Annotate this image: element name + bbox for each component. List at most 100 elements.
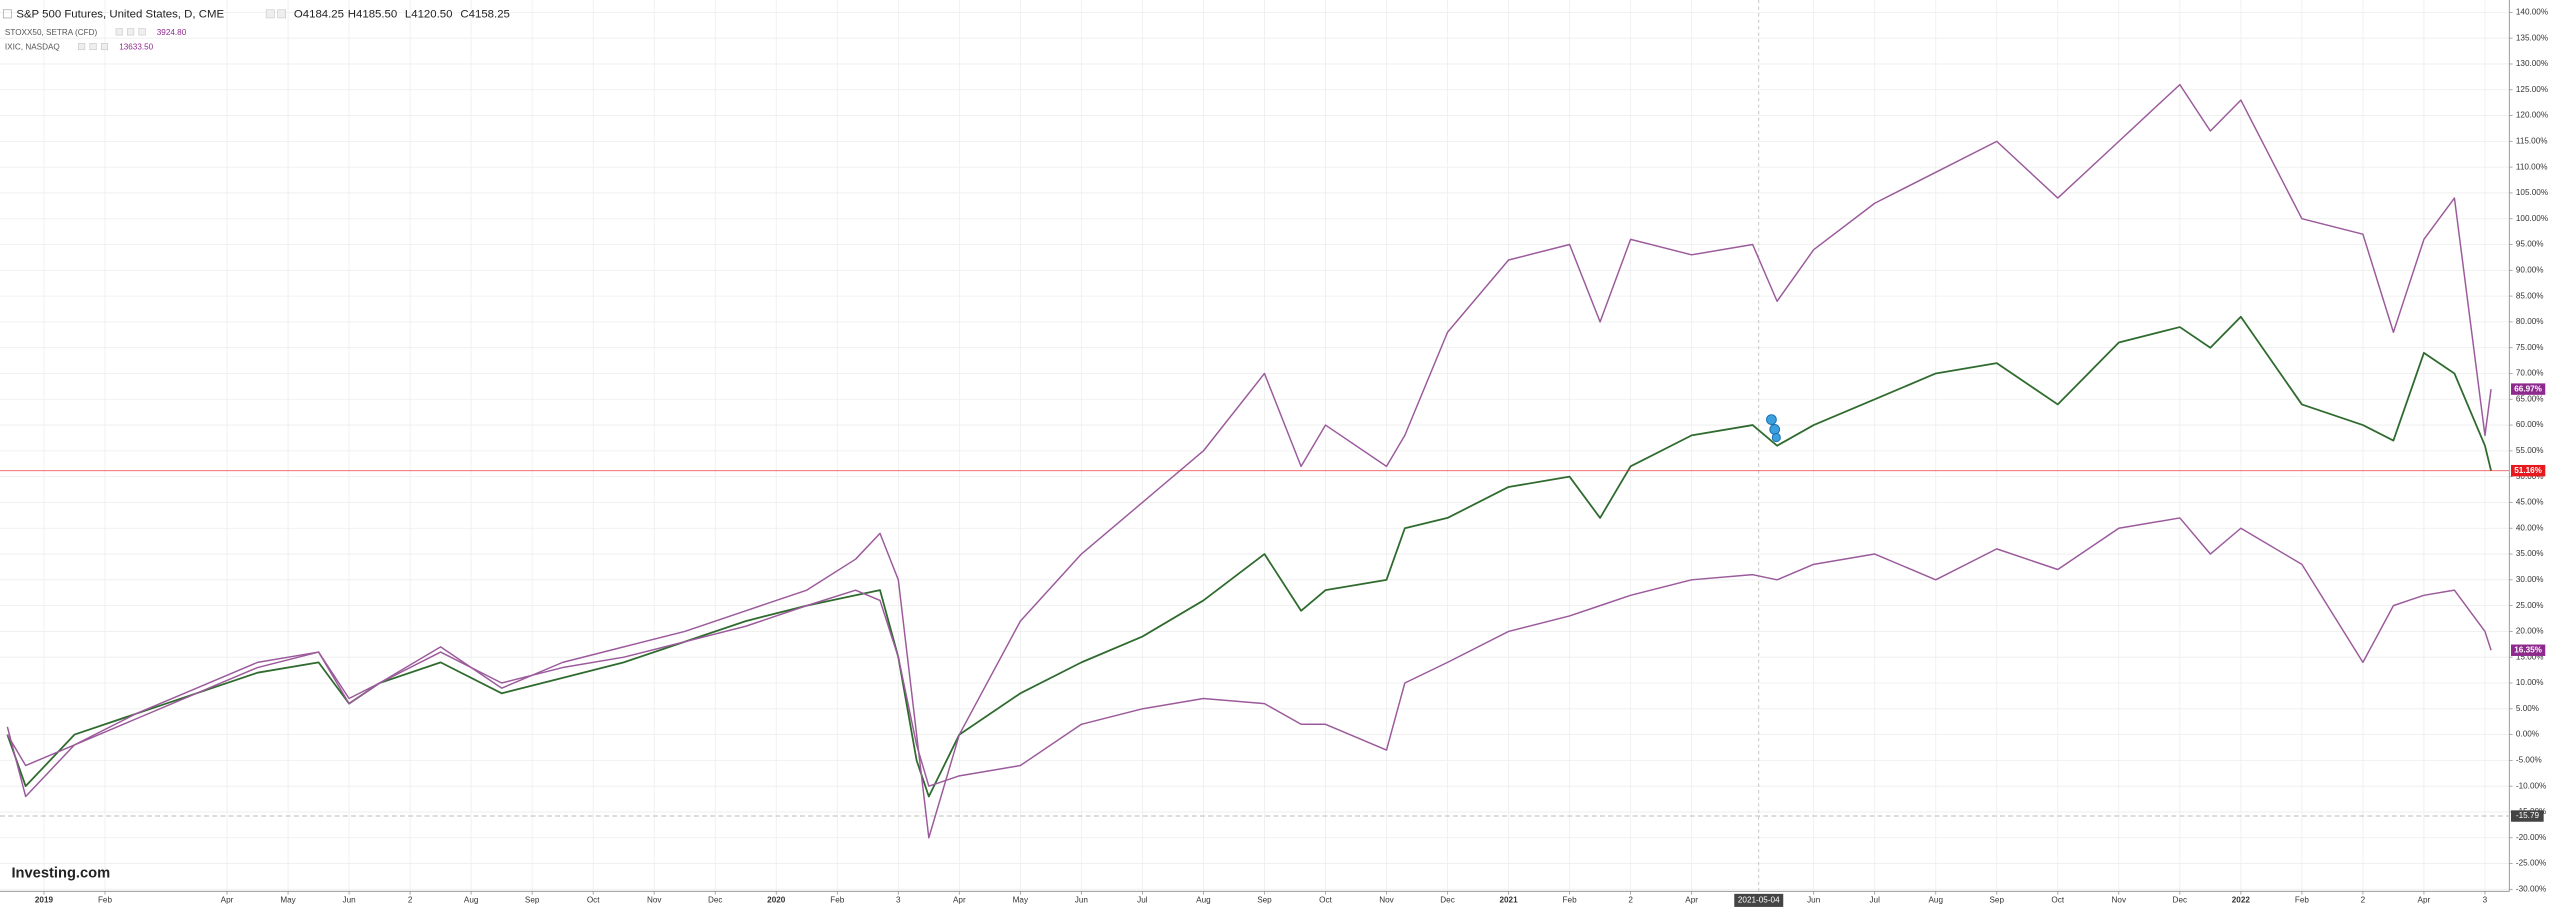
x-tick-label: Nov — [1379, 896, 1394, 905]
x-tick-label: Sep — [1989, 896, 2004, 905]
x-tick-label: Oct — [1319, 896, 1332, 905]
ohlc-close: C4158.25 — [460, 9, 509, 21]
y-tick-label: 140.00% — [2516, 8, 2548, 17]
x-tick-label: Jul — [1869, 896, 1880, 905]
x-tick-label: Aug — [464, 896, 479, 905]
price-badge-label: 66.97% — [2514, 384, 2542, 393]
y-tick-label: 70.00% — [2516, 369, 2544, 378]
y-tick-label: 130.00% — [2516, 59, 2548, 68]
y-tick-label: 125.00% — [2516, 85, 2548, 94]
y-tick-label: 85.00% — [2516, 291, 2544, 300]
watermark: Investing.com — [11, 865, 110, 881]
y-tick-label: -10.00% — [2516, 781, 2546, 790]
legend-price: 3924.80 — [157, 28, 187, 37]
x-tick-label: Sep — [1257, 896, 1272, 905]
y-tick-label: 60.00% — [2516, 420, 2544, 429]
event-marker[interactable] — [1771, 432, 1781, 443]
y-tick-label: 65.00% — [2516, 394, 2544, 403]
y-tick-label: 25.00% — [2516, 601, 2544, 610]
x-tick-label: Aug — [1196, 896, 1211, 905]
ohlc-high: H4185.50 — [348, 9, 397, 21]
crosshair-badge — [1734, 893, 1784, 907]
reference-label: -15.79 — [2516, 811, 2540, 820]
x-tick-label: Apr — [1685, 896, 1698, 905]
x-tick-label: 2020 — [767, 896, 786, 905]
x-tick-label: Jun — [343, 896, 356, 905]
series-line — [6, 315, 2492, 798]
series-line — [6, 517, 2492, 787]
x-tick-label: 3 — [2483, 896, 2488, 905]
y-tick-label: 115.00% — [2516, 137, 2548, 146]
y-tick-label: 0.00% — [2516, 730, 2539, 739]
x-tick-label: Dec — [2173, 896, 2188, 905]
y-tick-label: 5.00% — [2516, 704, 2539, 713]
x-tick-label: 2 — [408, 896, 413, 905]
y-tick-label: 10.00% — [2516, 678, 2544, 687]
y-tick-label: -5.00% — [2516, 756, 2542, 765]
x-tick-label: Jun — [1075, 896, 1088, 905]
axes: -30.00%-25.00%-20.00%-15.00%-10.00%-5.00… — [35, 8, 2548, 907]
close-icon[interactable] — [277, 9, 286, 19]
legend-entry: IXIC, NASDAQ — [5, 43, 60, 52]
y-tick-label: 95.00% — [2516, 240, 2544, 249]
x-tick-label: May — [280, 896, 296, 905]
x-tick-label: Apr — [221, 896, 234, 905]
y-tick-label: 30.00% — [2516, 575, 2544, 584]
y-tick-label: 35.00% — [2516, 549, 2544, 558]
legend-icon[interactable] — [115, 28, 123, 36]
legend-icon[interactable] — [127, 28, 135, 36]
y-tick-label: 135.00% — [2516, 33, 2548, 42]
y-tick-label: 120.00% — [2516, 111, 2548, 120]
y-tick-label: 75.00% — [2516, 343, 2544, 352]
x-tick-label: 2021 — [1499, 896, 1518, 905]
price-badge — [2510, 383, 2546, 395]
price-badge-label: 51.16% — [2514, 466, 2542, 475]
plot-area — [0, 0, 2510, 892]
x-tick-label: Nov — [647, 896, 662, 905]
x-tick-label: May — [1013, 896, 1029, 905]
x-tick-label: Sep — [525, 896, 540, 905]
y-tick-label: 80.00% — [2516, 317, 2544, 326]
y-tick-label: 55.00% — [2516, 446, 2544, 455]
x-tick-label: Feb — [830, 896, 845, 905]
legend-entry: STOXX50, SETRA (CFD) — [5, 28, 98, 37]
legend-icon[interactable] — [101, 43, 109, 51]
y-tick-label: 105.00% — [2516, 188, 2548, 197]
x-tick-label: Aug — [1928, 896, 1943, 905]
chart-title: S&P 500 Futures, United States, D, CME — [16, 9, 224, 21]
x-tick-label: 2 — [1628, 896, 1633, 905]
event-marker[interactable] — [1766, 414, 1777, 425]
x-tick-label: Apr — [953, 896, 966, 905]
y-tick-label: 100.00% — [2516, 214, 2548, 223]
price-badge-label: 16.35% — [2514, 645, 2542, 654]
x-tick-label: 2022 — [2232, 896, 2251, 905]
settings-icon[interactable] — [265, 9, 275, 19]
price-badge — [2510, 644, 2546, 656]
y-tick-label: -20.00% — [2516, 833, 2546, 842]
y-tick-label: 40.00% — [2516, 523, 2544, 532]
legend-icon[interactable] — [78, 43, 86, 51]
y-tick-label: 20.00% — [2516, 627, 2544, 636]
collapse-icon[interactable] — [2, 9, 12, 19]
legend-icon[interactable] — [138, 28, 146, 36]
event-marker[interactable] — [1769, 423, 1781, 435]
ohlc-low: L4120.50 — [405, 9, 453, 21]
x-tick-label: Feb — [98, 896, 113, 905]
y-tick-label: 45.00% — [2516, 498, 2544, 507]
crosshair-label: 2021-05-04 — [1738, 896, 1780, 905]
y-tick-label: -30.00% — [2516, 885, 2546, 894]
x-tick-label: 2019 — [35, 896, 54, 905]
ohlc-open: O4184.25 — [294, 9, 344, 21]
legend-icon[interactable] — [89, 43, 97, 51]
x-tick-label: Feb — [2295, 896, 2310, 905]
x-tick-label: Feb — [1563, 896, 1578, 905]
y-tick-label: 110.00% — [2516, 162, 2548, 171]
grid — [0, 0, 2510, 892]
price-badge — [2510, 464, 2546, 477]
y-tick-label: 15.00% — [2516, 652, 2544, 661]
x-tick-label: Jun — [1807, 896, 1820, 905]
y-tick-label: -25.00% — [2516, 859, 2546, 868]
x-tick-label: Dec — [1440, 896, 1455, 905]
